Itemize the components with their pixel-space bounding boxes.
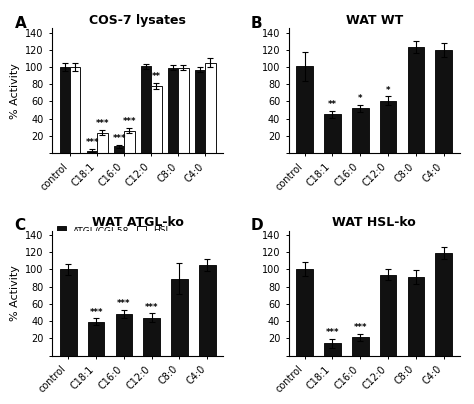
Bar bbox=[114, 146, 124, 153]
Bar bbox=[70, 67, 81, 153]
Text: C: C bbox=[15, 218, 26, 233]
Text: ***: *** bbox=[85, 138, 99, 147]
Bar bbox=[324, 114, 341, 153]
Bar bbox=[171, 279, 188, 356]
Bar bbox=[296, 66, 313, 153]
Y-axis label: % Activity: % Activity bbox=[10, 63, 20, 119]
Text: ***: *** bbox=[112, 134, 126, 143]
Title: WAT WT: WAT WT bbox=[346, 14, 403, 27]
Title: WAT ATGL-ko: WAT ATGL-ko bbox=[92, 217, 184, 229]
Legend: ATGL/CGI-58, HSL: ATGL/CGI-58, HSL bbox=[53, 223, 174, 239]
Text: *: * bbox=[358, 94, 363, 103]
Bar bbox=[205, 63, 216, 153]
Bar bbox=[195, 69, 205, 153]
Text: ***: *** bbox=[354, 323, 367, 332]
Bar bbox=[408, 277, 424, 356]
Bar bbox=[87, 151, 97, 153]
Title: WAT HSL-ko: WAT HSL-ko bbox=[332, 217, 416, 229]
Bar bbox=[435, 50, 452, 153]
Bar bbox=[116, 314, 132, 356]
Bar bbox=[352, 337, 369, 356]
Bar bbox=[97, 133, 108, 153]
Text: **: ** bbox=[328, 100, 337, 109]
Bar bbox=[352, 108, 369, 153]
Text: A: A bbox=[15, 16, 26, 31]
Bar bbox=[60, 67, 70, 153]
Text: **: ** bbox=[152, 72, 161, 81]
Text: ***: *** bbox=[326, 328, 339, 337]
Bar bbox=[199, 265, 216, 356]
Bar bbox=[124, 131, 135, 153]
Text: D: D bbox=[251, 218, 264, 233]
Text: *: * bbox=[386, 86, 390, 95]
Bar bbox=[380, 101, 396, 153]
Y-axis label: % Activity: % Activity bbox=[10, 265, 20, 321]
Title: COS-7 lysates: COS-7 lysates bbox=[89, 14, 186, 27]
Text: B: B bbox=[251, 16, 263, 31]
Text: ***: *** bbox=[145, 303, 158, 311]
Bar bbox=[60, 269, 77, 356]
Bar bbox=[296, 269, 313, 356]
Bar bbox=[168, 68, 178, 153]
Bar bbox=[88, 322, 104, 356]
Bar bbox=[143, 318, 160, 356]
Bar bbox=[151, 86, 162, 153]
Text: ***: *** bbox=[89, 308, 103, 317]
Bar bbox=[408, 47, 424, 153]
Bar bbox=[178, 68, 189, 153]
Text: ***: *** bbox=[96, 119, 109, 128]
Bar bbox=[435, 253, 452, 356]
Text: ***: *** bbox=[117, 299, 131, 308]
Bar bbox=[141, 66, 151, 153]
Bar bbox=[380, 275, 396, 356]
Text: ***: *** bbox=[123, 118, 136, 126]
Bar bbox=[324, 343, 341, 356]
